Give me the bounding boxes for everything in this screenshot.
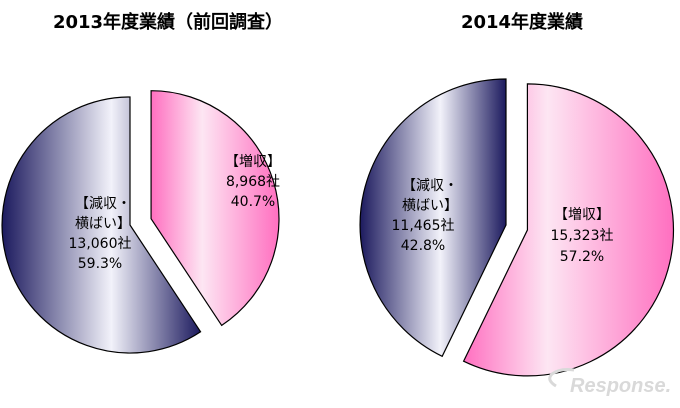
label-2014-increase: 【増収】 15,323社 57.2% bbox=[551, 207, 614, 265]
response-logo-text: Response. bbox=[570, 375, 671, 397]
slice-2013-decrease bbox=[1, 96, 202, 354]
label-2014-decrease-line2: 横ばい】 bbox=[402, 198, 458, 214]
label-2014-decrease: 【減収・ 横ばい】 11,465社 42.8% bbox=[392, 177, 459, 254]
label-2013-decrease-percent: 59.3% bbox=[78, 256, 122, 272]
label-2013-decrease: 【減収・ 横ばい】 13,060社 59.3% bbox=[69, 195, 132, 272]
chart-title-2014: 2014年度業績 bbox=[461, 11, 583, 33]
label-2013-decrease-companies: 13,060社 bbox=[69, 236, 132, 252]
label-2014-increase-line1: 【増収】 bbox=[554, 207, 610, 223]
response-logo-swoosh-icon bbox=[548, 368, 575, 388]
chart-title-2013: 2013年度業績（前回調査） bbox=[53, 11, 283, 33]
label-2014-decrease-line1: 【減収・ bbox=[402, 177, 458, 194]
slice-2014-decrease bbox=[359, 78, 507, 358]
pie-chart-2013: 2013年度業績（前回調査） 【減収・ 横ばい】 13,060社 59.3% 【… bbox=[1, 11, 283, 354]
response-logo: Response. bbox=[548, 368, 671, 397]
slice-2013-increase bbox=[150, 90, 280, 327]
label-2014-decrease-percent: 42.8% bbox=[401, 238, 445, 254]
label-2013-decrease-line1: 【減収・ bbox=[75, 195, 131, 212]
label-2014-increase-companies: 15,323社 bbox=[551, 228, 614, 244]
label-2013-increase-line1: 【増収】 bbox=[225, 154, 281, 170]
label-2014-decrease-companies: 11,465社 bbox=[392, 218, 455, 234]
label-2014-increase-percent: 57.2% bbox=[560, 249, 604, 265]
label-2013-increase-percent: 40.7% bbox=[231, 194, 275, 210]
label-2013-increase-companies: 8,968社 bbox=[226, 174, 280, 190]
label-2013-decrease-line2: 横ばい】 bbox=[75, 216, 131, 232]
pie-chart-2014: 2014年度業績 【減収・ 横ばい】 11,465社 42.8% 【増収】 15… bbox=[359, 11, 675, 377]
label-2013-increase: 【増収】 8,968社 40.7% bbox=[225, 154, 281, 210]
slice-2014-increase bbox=[462, 83, 675, 377]
